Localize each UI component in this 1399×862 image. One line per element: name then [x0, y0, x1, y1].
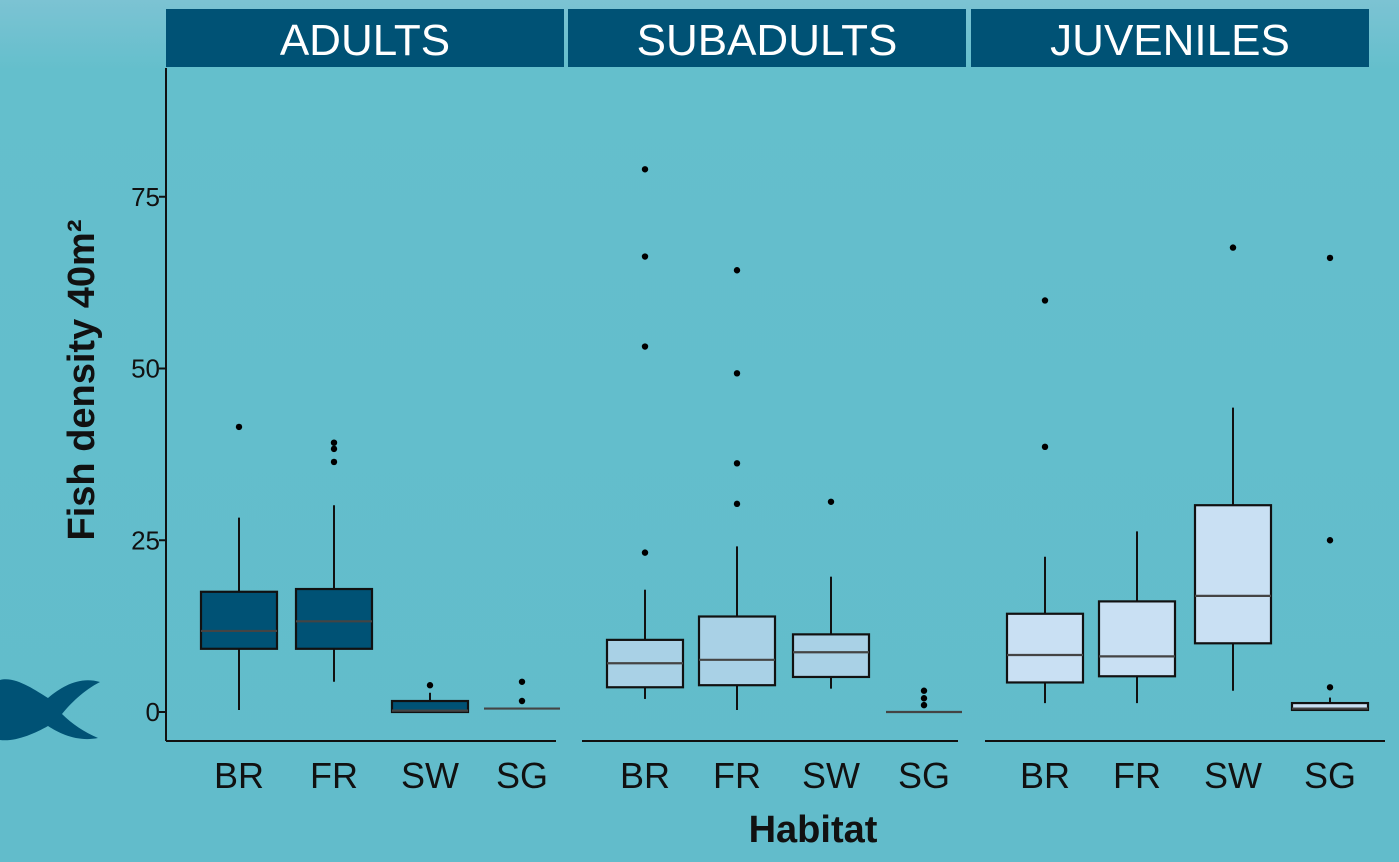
facet-header-label: ADULTS — [280, 16, 450, 65]
outlier-point — [827, 498, 835, 505]
outlier-point — [641, 253, 649, 260]
box-sg — [1290, 254, 1370, 712]
x-category-label: SW — [802, 755, 860, 796]
x-category-label: SW — [401, 755, 459, 796]
facet-header — [568, 9, 966, 67]
x-category-label: SG — [496, 755, 548, 796]
box-iqr — [697, 615, 777, 687]
outlier-point — [641, 166, 649, 173]
y-tick-label: 25 — [131, 525, 160, 555]
facet-subadults: SUBADULTS BR FR SW SG — [568, 9, 966, 796]
outlier-point — [330, 445, 338, 453]
outlier-point — [518, 697, 526, 705]
box-iqr — [1005, 612, 1085, 684]
x-category-label: SG — [1304, 755, 1356, 796]
outlier-point — [330, 458, 338, 466]
outlier-point — [920, 687, 928, 694]
outlier-point — [1229, 244, 1237, 251]
outlier-point — [920, 701, 928, 709]
box-iqr — [1193, 504, 1273, 645]
x-category-label: BR — [1020, 755, 1070, 796]
x-axis-title: Habitat — [749, 809, 878, 851]
outlier-point — [733, 370, 741, 377]
facet-juveniles: JUVENILES BR FR SW SG — [971, 9, 1385, 796]
box-br — [1005, 297, 1085, 704]
outlier-point — [733, 267, 741, 274]
facet-header — [166, 9, 564, 67]
outlier-point — [1326, 254, 1334, 262]
y-axis: 0 25 50 75 — [131, 68, 167, 741]
box-iqr — [390, 699, 470, 714]
facet-header — [971, 9, 1369, 67]
x-category-label: FR — [1113, 755, 1161, 796]
y-tick-label: 75 — [131, 182, 160, 212]
box-sw — [390, 682, 470, 714]
outlier-point — [1041, 297, 1049, 304]
box-sw — [1193, 244, 1273, 691]
y-tick-label: 0 — [146, 697, 160, 727]
box-iqr — [294, 587, 374, 650]
outlier-point — [330, 439, 338, 446]
box-fr — [697, 267, 777, 710]
x-category-label: SG — [898, 755, 950, 796]
y-axis-title: Fish density 40m² — [61, 220, 103, 541]
fish-tail-icon — [0, 679, 100, 741]
box-br — [199, 423, 279, 710]
box-sw — [791, 498, 871, 689]
box-iqr — [1290, 701, 1370, 712]
x-category-label: FR — [310, 755, 358, 796]
x-category-label: FR — [713, 755, 761, 796]
box-iqr — [199, 590, 279, 650]
x-category-label: BR — [214, 755, 264, 796]
box-sg — [484, 678, 560, 710]
y-tick-label: 50 — [131, 354, 160, 384]
x-category-label: SW — [1204, 755, 1262, 796]
facet-adults: ADULTS BR FR SW SG — [166, 9, 564, 796]
facet-header-label: JUVENILES — [1050, 16, 1290, 65]
outlier-point — [1326, 684, 1334, 691]
outlier-point — [518, 678, 526, 685]
facet-header-label: SUBADULTS — [637, 16, 898, 65]
outlier-point — [1326, 537, 1334, 544]
outlier-point — [920, 695, 928, 702]
box-iqr — [1097, 600, 1177, 678]
outlier-point — [235, 423, 243, 431]
outlier-point — [1041, 443, 1049, 451]
box-fr — [1097, 531, 1177, 704]
outlier-point — [641, 549, 649, 556]
box-br — [605, 166, 685, 699]
x-category-label: BR — [620, 755, 670, 796]
box-fr — [294, 439, 374, 682]
outlier-point — [641, 343, 649, 350]
outlier-point — [733, 500, 741, 508]
outlier-point — [426, 682, 434, 689]
box-iqr — [791, 633, 871, 679]
outlier-point — [733, 460, 741, 467]
box-sg — [886, 687, 962, 714]
